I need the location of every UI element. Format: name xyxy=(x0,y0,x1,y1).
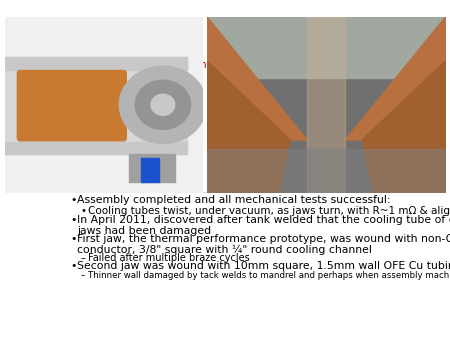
Text: First jaw, the thermal performance prototype, was wound with non-OFE Cu magnet
c: First jaw, the thermal performance proto… xyxy=(77,234,450,256)
Text: Thinner wall damaged by tack welds to mandrel and perhaps when assembly machined: Thinner wall damaged by tack welds to ma… xyxy=(88,271,450,280)
Bar xyxy=(4,57,187,154)
Polygon shape xyxy=(207,17,307,140)
Bar xyxy=(129,154,175,182)
Polygon shape xyxy=(362,61,446,193)
Text: –: – xyxy=(81,271,85,280)
Text: LARP Rotatable Collimator Prototype: LARP Rotatable Collimator Prototype xyxy=(63,47,398,62)
Text: Assembly completed and all mechanical tests successful:: Assembly completed and all mechanical te… xyxy=(77,195,391,206)
Circle shape xyxy=(119,66,207,143)
Bar xyxy=(207,17,446,78)
Bar xyxy=(4,57,187,70)
Text: Failed after multiple braze cycles: Failed after multiple braze cycles xyxy=(88,252,249,263)
Text: Rotation Drives: Rotation Drives xyxy=(162,60,243,81)
Bar xyxy=(4,142,187,154)
Bar xyxy=(141,158,159,182)
Text: •: • xyxy=(70,261,77,271)
Text: •: • xyxy=(70,215,77,225)
Polygon shape xyxy=(345,17,446,140)
FancyBboxPatch shape xyxy=(18,71,126,141)
Text: –: – xyxy=(81,252,86,263)
Text: •: • xyxy=(81,206,87,216)
Circle shape xyxy=(151,94,175,115)
Text: Cooling tubes twist, under vacuum, as jaws turn, with R~1 mΩ & align well: Cooling tubes twist, under vacuum, as ja… xyxy=(88,206,450,216)
Text: •: • xyxy=(70,234,77,244)
Circle shape xyxy=(135,80,191,129)
Bar xyxy=(307,17,345,193)
Text: •: • xyxy=(70,195,77,206)
Polygon shape xyxy=(207,61,291,193)
Text: Second jaw was wound with 10mm square, 1.5mm wall OFE Cu tubing: Second jaw was wound with 10mm square, 1… xyxy=(77,261,450,271)
Bar xyxy=(207,149,446,193)
Text: In April 2011, discovered after tank welded that the cooling tube of each of the: In April 2011, discovered after tank wel… xyxy=(77,215,450,236)
Text: BPM: BPM xyxy=(166,99,189,109)
